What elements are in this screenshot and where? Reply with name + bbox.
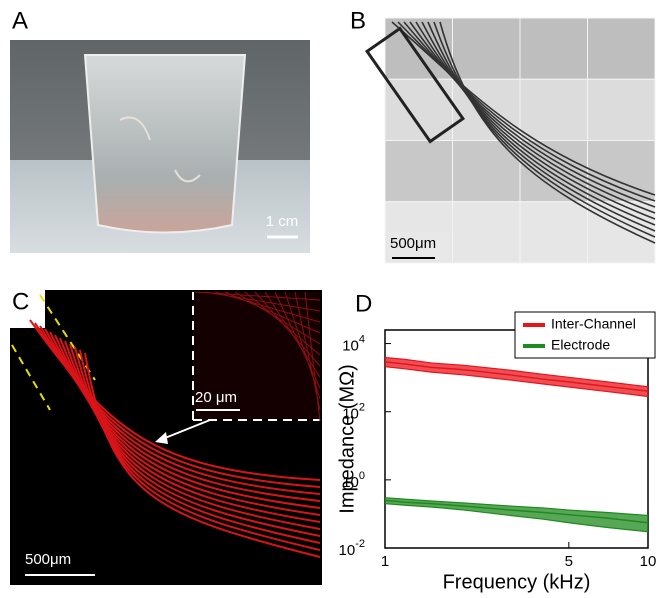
- panel-label: C: [12, 288, 29, 315]
- y-axis-label: Impedance (MΩ): [336, 364, 358, 513]
- x-tick-label: 1: [381, 553, 389, 570]
- figure: 1 cm A B 500μm C 20 μm 500μm D 10-210010…: [0, 0, 661, 593]
- scale-label: 20 μm: [195, 389, 237, 406]
- panel-label: A: [12, 7, 28, 34]
- tile: [453, 141, 521, 202]
- tile: [520, 202, 588, 263]
- tile: [588, 18, 656, 79]
- tile: [520, 18, 588, 79]
- panel-label: D: [355, 290, 372, 317]
- scale-label: 1 cm: [266, 213, 299, 230]
- legend-label: Electrode: [551, 337, 610, 353]
- scale-label: 500μm: [25, 551, 71, 568]
- panel-c: C 20 μm 500μm: [10, 288, 322, 585]
- panel-label: B: [350, 7, 366, 34]
- tile: [520, 79, 588, 140]
- panel-a: 1 cm A: [10, 7, 310, 253]
- tile: [453, 202, 521, 263]
- beaker: [85, 55, 245, 233]
- x-tick-label: 5: [565, 553, 573, 570]
- band: [385, 357, 648, 396]
- tile: [588, 79, 656, 140]
- tile: [453, 18, 521, 79]
- tile: [385, 141, 453, 202]
- tile: [588, 141, 656, 202]
- y-tick-label: 10-2: [339, 538, 365, 559]
- x-axis-label: Frequency (kHz): [443, 571, 591, 593]
- y-tick-label: 104: [342, 333, 365, 354]
- scale-label: 500μm: [390, 235, 436, 252]
- legend-label: Inter-Channel: [551, 316, 636, 332]
- panel-b: B 500μm: [350, 7, 655, 263]
- x-tick-label: 10: [640, 553, 657, 570]
